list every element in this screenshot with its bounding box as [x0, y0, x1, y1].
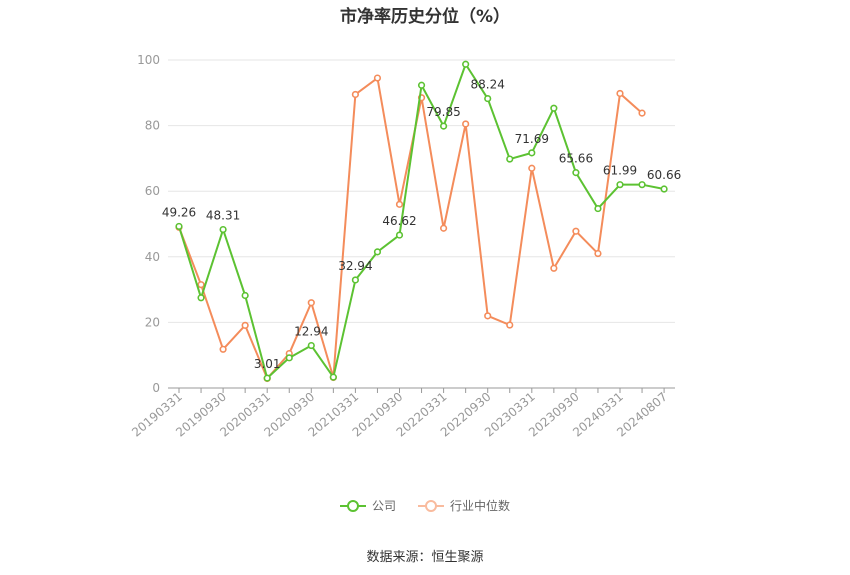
series-line-0 [178, 63, 665, 380]
series-point-0 [197, 294, 205, 302]
y-tick-label: 40 [145, 250, 160, 264]
series-point-0 [616, 181, 624, 189]
series-point-1 [351, 90, 360, 99]
series-point-0 [440, 122, 448, 130]
series-point-1 [241, 321, 249, 329]
series-point-0 [484, 94, 492, 103]
series-point-0 [417, 81, 426, 89]
y-tick-label: 60 [145, 184, 160, 198]
data-label: 65.66 [559, 152, 593, 166]
source-note: 数据来源：恒生聚源 [366, 550, 484, 565]
series-point-0 [175, 222, 183, 231]
series-point-1 [572, 227, 580, 235]
legend-item-company[interactable]: 公司 [339, 497, 396, 514]
series-point-0 [528, 149, 536, 157]
series-point-0 [462, 60, 470, 68]
series-point-0 [263, 374, 271, 382]
series-point-0 [506, 155, 514, 163]
data-label: 61.99 [603, 164, 637, 178]
legend: 公司 行业中位数 [0, 497, 850, 514]
data-label: 79.85 [426, 105, 460, 119]
series-point-1 [395, 200, 404, 208]
series-point-1 [219, 345, 227, 353]
series-point-0 [395, 231, 404, 239]
series-point-0 [572, 169, 580, 177]
series-point-0 [550, 104, 558, 112]
series-point-1 [462, 120, 470, 128]
legend-company-marker-icon [339, 499, 366, 512]
data-label: 60.66 [647, 168, 681, 182]
series-point-0 [329, 373, 337, 381]
legend-industry-marker-icon [418, 499, 444, 512]
series-point-0 [285, 354, 293, 362]
series-point-1 [197, 281, 205, 289]
legend-industry-label: 行业中位数 [450, 499, 511, 513]
series-point-0 [307, 341, 315, 350]
series-point-0 [373, 248, 382, 256]
series-point-0 [219, 225, 227, 234]
data-label: 46.62 [382, 214, 416, 228]
series-point-1 [373, 74, 382, 82]
data-label: 12.94 [294, 325, 328, 339]
y-tick-label: 80 [145, 119, 160, 133]
series-point-1 [506, 321, 514, 329]
data-label: 49.26 [162, 205, 196, 219]
data-label: 71.69 [515, 132, 549, 146]
series-point-0 [660, 185, 668, 193]
y-tick-label: 0 [152, 381, 160, 395]
series-point-1 [594, 249, 602, 258]
legend-company-label: 公司 [371, 499, 396, 513]
series-point-1 [616, 89, 624, 98]
y-tick-label: 20 [145, 315, 160, 329]
data-label: 88.24 [471, 78, 505, 92]
series-point-0 [594, 204, 602, 213]
legend-item-industry-median[interactable]: 行业中位数 [418, 497, 510, 514]
series-point-1 [638, 109, 646, 117]
data-label: 3.01 [254, 357, 281, 371]
data-label: 48.31 [206, 209, 240, 223]
series-point-1 [528, 164, 536, 172]
series-point-0 [638, 181, 646, 189]
data-label: 32.94 [338, 259, 372, 273]
series-line-1 [178, 77, 643, 380]
chart-title: 市净率历史分位（%） [339, 7, 511, 27]
series-point-0 [351, 276, 360, 284]
series-point-1 [307, 299, 315, 307]
series-point-1 [484, 312, 492, 320]
series-point-1 [550, 264, 558, 272]
y-tick-label: 100 [137, 53, 160, 67]
series-point-0 [241, 291, 249, 300]
series-point-1 [440, 224, 448, 232]
